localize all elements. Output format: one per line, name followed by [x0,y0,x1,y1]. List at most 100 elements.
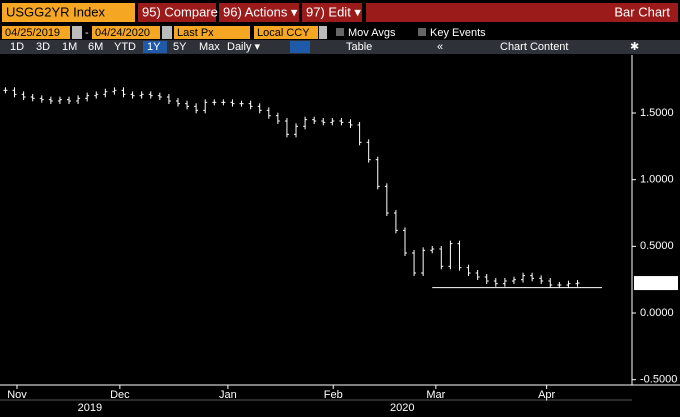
year-label: 2020 [390,402,414,414]
ohlc-bar [321,118,326,126]
actions-button[interactable] [219,3,299,22]
range-button[interactable]: Max [199,41,220,53]
compare: 95) Compare [142,4,218,19]
range-button[interactable]: 1M [62,41,77,53]
ohlc-bar [94,91,99,99]
ohlc-bar [521,272,526,283]
field-selector[interactable] [174,26,250,39]
ohlc-bar [366,139,371,163]
currency-selector[interactable] [254,26,318,39]
ohlc-bar [502,278,507,287]
ohlc-bar [30,94,35,102]
ohlc-bar [294,123,299,138]
ohlc-bar [539,275,544,284]
ohlc-bar [76,95,81,104]
ohlc-bar [548,278,553,288]
range-button[interactable]: 1Y [147,41,161,53]
ohlc-bar [257,103,262,114]
ohlc-bar [67,96,72,104]
range-bar [0,40,680,54]
field: Last Px [177,27,214,39]
ohlc-bar [330,118,335,126]
range-button[interactable]: 5Y [173,41,187,53]
x-tick-label: Mar [426,389,445,401]
ohlc-bar [312,116,317,124]
ohlc-bar [448,240,453,270]
collapse-icon[interactable]: « [437,41,443,53]
ohlc-bar [103,88,108,98]
ohlc-bar [303,116,308,130]
ohlc-bar [375,156,380,190]
ohlc-bar [157,92,162,100]
ohlc-bar [402,227,407,256]
last-price-label: 0.2245 [638,277,672,289]
compare-button[interactable] [138,3,216,22]
checkbox[interactable] [336,28,344,36]
frequency[interactable]: Daily ▾ [227,41,261,53]
year-label: 2019 [78,402,102,414]
ohlc-bar [430,246,435,254]
ticker-field[interactable] [2,3,135,22]
end-date: 04/24/2020 [95,27,150,39]
ticker: USGG2YR Index [6,4,105,19]
ohlc-bar [139,91,144,99]
y-tick-label: 1.0000 [640,174,674,186]
x-tick-label: Feb [324,389,343,401]
checkbox[interactable] [418,28,426,36]
ohlc-bar [466,264,471,276]
ohlc-bar [557,282,562,288]
y-tick-label: 0.5000 [640,240,674,252]
last-price-box [634,276,678,291]
ohlc-bar [457,240,462,271]
x-tick-label: Apr [538,389,555,401]
x-tick-label: Nov [7,389,27,401]
ohlc-bar [493,278,498,287]
calendar-icon[interactable] [72,26,82,39]
ohlc-bar [275,112,280,124]
chart-content[interactable]: Chart Content [500,41,568,53]
ohlc-bar [575,280,580,287]
actions: 96) Actions ▾ [223,4,298,19]
ohlc-bar [475,270,480,280]
start-date: 04/25/2019 [5,27,60,39]
ohlc-bar [566,280,571,288]
ohlc-bar [357,122,362,146]
range-button[interactable]: 1D [10,41,24,53]
ohlc-bar [511,276,516,284]
ohlc-bar [85,92,90,102]
ohlc-bar [203,99,208,114]
ohlc-bar [384,183,389,216]
ohlc-bar [48,96,53,104]
start-date-field[interactable] [2,26,70,39]
ohlc-bar [12,87,17,98]
ohlc-bar [212,99,217,106]
settings-icon[interactable]: ✱ [630,41,639,53]
y-tick-label: -0.5000 [640,374,677,386]
ohlc-bar [239,100,244,107]
ohlc-bar [21,91,26,100]
ohlc-bar [266,107,271,119]
range-buttons: 1D 3D 1M 6M YTD 1Y 5Y Max [10,41,220,53]
ohlc-bar [3,87,8,94]
ohlc-bar [284,118,289,138]
ohlc-bar [421,247,426,276]
range-button[interactable]: 3D [36,41,50,53]
range-button[interactable]: 6M [88,41,103,53]
edit: 97) Edit ▾ [306,4,361,19]
calendar-icon[interactable] [162,26,172,39]
chart-type-button[interactable] [290,41,310,53]
ohlc-bar [57,96,62,104]
ohlc-bar [175,98,180,107]
ohlc-bar [221,99,226,106]
ohlc-bar [194,103,199,114]
table[interactable]: Table [346,41,372,53]
y-tick-label: 0.0000 [640,307,674,319]
ohlc-bar [185,100,190,110]
edit-button[interactable] [302,3,362,22]
dropdown-icon[interactable] [319,26,327,39]
end-date-field[interactable] [92,26,160,39]
mov-avgs: Mov Avgs [348,27,396,39]
range-button[interactable]: YTD [114,41,136,53]
